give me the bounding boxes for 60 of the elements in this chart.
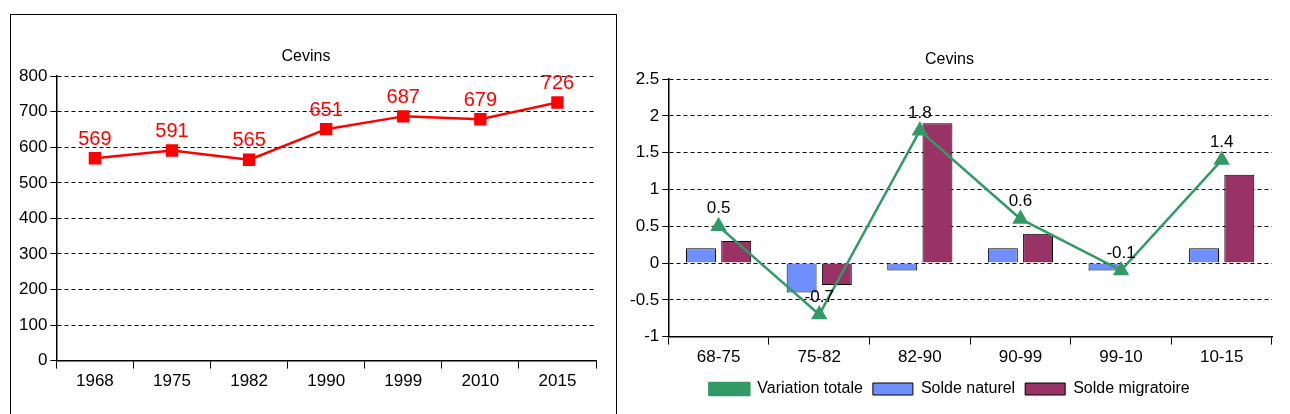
x-tick-label: 68-75 bbox=[696, 347, 741, 367]
y-tick-label: 2 bbox=[649, 105, 660, 125]
data-label: 687 bbox=[386, 84, 420, 107]
x-tick-label: 1999 bbox=[384, 371, 423, 391]
point bbox=[242, 153, 256, 166]
data-label: 569 bbox=[78, 126, 112, 149]
x-tick-label: 75-82 bbox=[797, 347, 841, 367]
y-tick-label: 700 bbox=[18, 101, 48, 121]
x-tick-label: 82-90 bbox=[898, 347, 942, 367]
y-tick-label: 0 bbox=[649, 252, 660, 272]
point bbox=[811, 306, 827, 320]
point bbox=[165, 144, 179, 157]
point bbox=[711, 218, 726, 232]
x-tick-label: 1975 bbox=[153, 371, 191, 391]
y-tick-label: 0 bbox=[37, 350, 48, 370]
data-label: 0.6 bbox=[1008, 191, 1033, 211]
data-label: 1.4 bbox=[1209, 132, 1234, 152]
x-tick-label: 1968 bbox=[76, 371, 114, 391]
point bbox=[474, 113, 487, 126]
point bbox=[551, 96, 564, 109]
data-label: -0.1 bbox=[1106, 242, 1136, 262]
point bbox=[1113, 262, 1129, 276]
y-tick-label: -1 bbox=[644, 326, 660, 346]
data-label: 726 bbox=[540, 71, 575, 94]
data-label: 1.8 bbox=[908, 102, 932, 122]
x-tick-label: 1982 bbox=[230, 371, 269, 391]
data-label: 679 bbox=[463, 87, 498, 110]
y-tick-label: 2.5 bbox=[635, 68, 660, 88]
point bbox=[1214, 151, 1229, 165]
y-tick-label: 300 bbox=[18, 243, 48, 263]
y-tick-label: 800 bbox=[18, 65, 48, 85]
data-label: 0.5 bbox=[706, 198, 731, 218]
x-tick-label: 99-10 bbox=[1099, 347, 1143, 367]
chart-title: Cevins bbox=[281, 47, 331, 65]
point bbox=[88, 152, 102, 165]
point bbox=[397, 110, 410, 123]
data-label: 651 bbox=[309, 97, 343, 120]
chart-title: Cevins bbox=[925, 50, 974, 68]
point bbox=[319, 122, 333, 136]
y-tick-label: 1.5 bbox=[635, 142, 660, 162]
legend-label: Solde naturel bbox=[920, 379, 1016, 397]
x-tick-label: 10-15 bbox=[1199, 347, 1244, 367]
y-tick-label: 100 bbox=[18, 314, 48, 334]
point bbox=[1013, 210, 1028, 224]
data-label: 565 bbox=[232, 128, 266, 151]
legend-label: Solde migratoire bbox=[1073, 379, 1190, 397]
y-tick-label: 0.5 bbox=[635, 215, 660, 235]
x-tick-label: 2010 bbox=[461, 371, 500, 391]
data-label: 591 bbox=[155, 119, 189, 142]
y-tick-label: 500 bbox=[18, 172, 48, 192]
y-tick-label: 400 bbox=[18, 208, 48, 228]
y-tick-label: 1 bbox=[649, 179, 660, 199]
x-tick-label: 2015 bbox=[538, 371, 577, 391]
x-tick-label: 1990 bbox=[307, 371, 346, 391]
y-tick-label: 200 bbox=[18, 279, 48, 299]
y-tick-label: -0.5 bbox=[630, 289, 660, 309]
point bbox=[912, 122, 928, 136]
legend-label: Variation totale bbox=[757, 379, 863, 397]
y-tick-label: 600 bbox=[18, 136, 48, 156]
x-tick-label: 90-99 bbox=[998, 347, 1043, 367]
